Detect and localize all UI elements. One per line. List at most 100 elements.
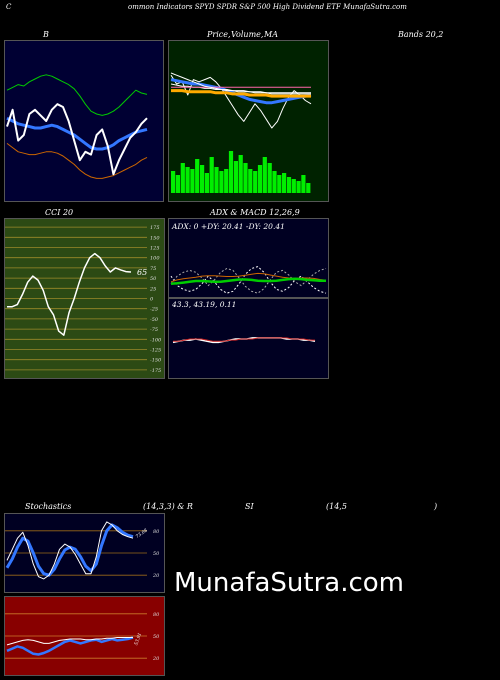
volume-bar — [233, 161, 238, 193]
stoch-title-c: SI — [245, 502, 254, 511]
volume-bar — [291, 179, 296, 193]
volume-bar — [204, 173, 209, 193]
price-line-2 — [171, 89, 311, 98]
volume-bar — [185, 167, 190, 193]
panel-background — [5, 41, 163, 201]
header-title: ommon Indicators SPYD SPDR S&P 500 High … — [128, 3, 407, 11]
stoch-k-line — [6, 521, 134, 580]
cci-tick-label: -50 — [150, 317, 159, 323]
rsi-tick-label: 80 — [153, 612, 160, 618]
rsi-panel: 80 50 20 53.91 — [4, 596, 165, 676]
cci-tick-label: -100 — [150, 337, 162, 343]
volume-bar — [301, 175, 306, 193]
adx-panel: ADX: 0 +DY: 20.41 -DY: 20.41 — [168, 218, 329, 298]
volume-bar — [200, 165, 205, 193]
volume-bar — [228, 151, 234, 193]
volume-bar — [282, 173, 287, 193]
volume-bar — [277, 175, 282, 193]
price-chart — [169, 41, 328, 201]
cci-tick-label: 0 — [150, 297, 154, 303]
stoch-title-e: ) — [434, 502, 438, 511]
bb-series-line-1 — [6, 116, 148, 151]
adx-chart: ADX: 0 +DY: 20.41 -DY: 20.41 — [169, 219, 328, 297]
adx-values-label: ADX: 0 +DY: 20.41 -DY: 20.41 — [171, 222, 285, 231]
macd-panel: 43.3, 43.19, 0.11 — [168, 298, 329, 379]
macd-chart: 43.3, 43.19, 0.11 — [169, 299, 328, 378]
price-title-volume: Volume, — [231, 30, 264, 39]
rsi-end-label: 53.91 — [133, 632, 143, 646]
cci-tick-label: -125 — [150, 348, 161, 354]
rsi-blue-line — [6, 636, 134, 656]
cci-tick-label: 175 — [150, 225, 160, 231]
rsi-tick-label: 20 — [152, 656, 160, 662]
bb-series-line-3 — [6, 103, 148, 176]
cci-last-label: 65 — [137, 268, 147, 277]
header-c-letter: C — [6, 3, 12, 11]
cci-title: CCI 20 — [45, 208, 74, 217]
volume-bar — [219, 171, 224, 193]
volume-bar — [224, 169, 229, 193]
stoch-tick-label: 50 — [153, 551, 160, 557]
volume-bar — [267, 163, 272, 193]
volume-bar — [286, 177, 292, 193]
cci-tick-label: -25 — [150, 307, 158, 313]
cci-tick-label: -175 — [150, 368, 161, 374]
price-title-price: Price, — [207, 30, 231, 39]
stochastics-panel: 80 50 20 73.08 — [4, 513, 165, 593]
price-title-ma: MA — [264, 30, 278, 39]
volume-bar — [214, 167, 219, 193]
brand-watermark: MunafaSutra.com — [174, 568, 405, 598]
volume-bar — [306, 183, 311, 193]
cci-tick-label: -75 — [150, 327, 158, 333]
bb-series-line-0 — [6, 74, 148, 116]
volume-bar — [171, 171, 176, 193]
cci-tick-label: -150 — [150, 358, 162, 364]
bollinger-chart — [5, 41, 163, 201]
volume-bar — [243, 163, 248, 193]
adx-series-line-3 — [170, 277, 326, 285]
price-panel — [168, 40, 329, 202]
rsi-white-line — [6, 637, 133, 646]
rsi-chart: 80 50 20 53.91 — [5, 597, 164, 675]
stoch-title-a: Stochastics — [25, 502, 72, 511]
rsi-tick-label: 50 — [153, 634, 160, 640]
cci-chart: 175 150 125 100 75 50 25 0 -25 -50 -75 -100 -125 -150… — [5, 219, 164, 378]
volume-bar — [257, 165, 263, 193]
cci-panel: 175 150 125 100 75 50 25 0 -25 -50 -75 -100 -125 -150… — [4, 218, 165, 379]
adx-series-line-1 — [170, 268, 327, 294]
cci-tick-label: 150 — [150, 235, 160, 241]
volume-bar — [272, 171, 277, 193]
stoch-title-b: (14,3,3) & R — [143, 502, 193, 511]
volume-bar — [253, 171, 258, 193]
adx-macd-title: ADX & MACD 12,26,9 — [210, 208, 300, 217]
macd-series-line-1 — [173, 337, 315, 342]
stoch-tick-label: 80 — [153, 529, 160, 535]
cci-tick-label: 25 — [149, 286, 156, 292]
cci-tick-label: 50 — [150, 276, 157, 282]
price-line-5 — [170, 72, 311, 94]
cci-tick-label: 125 — [150, 246, 160, 252]
bb-title-left: B — [43, 30, 49, 39]
bb-title-right: Bands 20,2 — [398, 30, 444, 39]
volume-bar — [175, 175, 180, 193]
macd-values-label: 43.3, 43.19, 0.11 — [171, 300, 236, 309]
volume-bar — [262, 157, 267, 193]
volume-bar — [296, 181, 301, 193]
cci-tick-label: 100 — [150, 256, 160, 262]
adx-series-line-0 — [170, 266, 327, 294]
bollinger-panel — [4, 40, 164, 202]
stoch-tick-label: 20 — [152, 573, 160, 579]
bb-series-line-2 — [6, 143, 148, 179]
volume-bar — [248, 169, 253, 193]
volume-bar — [180, 163, 185, 193]
panel-background — [169, 219, 328, 297]
volume-bar — [209, 157, 214, 193]
stoch-title-d: (14,5 — [326, 502, 347, 511]
price-line-1 — [170, 78, 312, 105]
volume-bar — [238, 155, 243, 193]
cci-tick-label: 75 — [150, 266, 156, 272]
cci-line — [7, 252, 132, 336]
volume-bar — [195, 159, 200, 193]
volume-bar — [190, 169, 195, 193]
